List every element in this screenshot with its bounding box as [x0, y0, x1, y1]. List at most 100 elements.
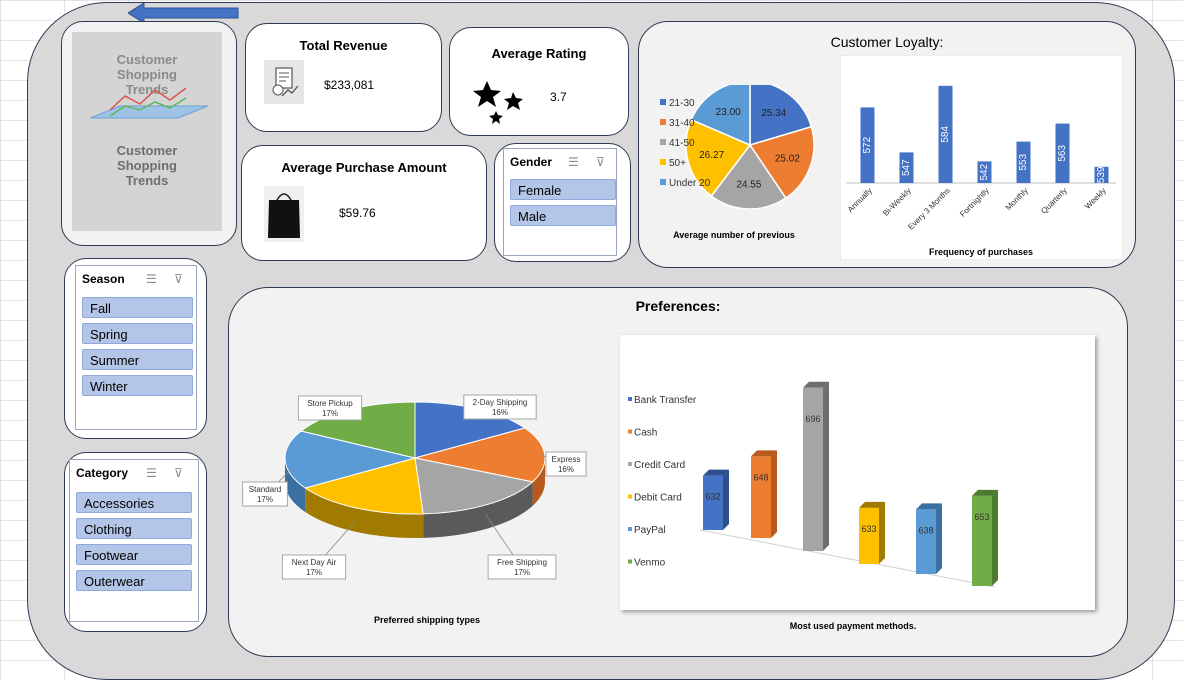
pie-slice-21-30	[749, 85, 813, 147]
multi-select-icon[interactable]: ☰	[146, 272, 157, 286]
bar-data-label: 653	[974, 512, 989, 522]
callout-box	[487, 554, 557, 580]
bar-side-cash	[771, 450, 777, 538]
bar-fortnightly	[977, 161, 992, 183]
revenue-report-icon	[264, 60, 304, 104]
bar-data-label: 542	[979, 163, 990, 180]
bar-top-venmo	[972, 489, 998, 496]
chart-frame	[840, 55, 1123, 260]
callout-box	[545, 451, 587, 477]
gender-slicer[interactable]: Gender ☰ ⊽ Female Male	[503, 148, 617, 256]
slicer-item-accessories[interactable]: Accessories	[76, 492, 192, 513]
logo-panel: Customer Shopping Trends Customer Shopping T…	[61, 21, 237, 246]
multi-select-icon[interactable]: ☰	[568, 155, 579, 169]
payment-methods-bar-chart: Bank Transfer Cash Credit Card Debit Card Pa…	[628, 381, 998, 631]
chart-title: Preferred shipping types	[374, 615, 480, 625]
bar-data-label: 572	[862, 136, 873, 153]
bar-data-label: 632	[705, 492, 720, 502]
season-slicer-title: Season	[82, 272, 125, 286]
slicer-item-spring[interactable]: Spring	[82, 323, 193, 344]
logo-image: Customer Shopping Trends Customer Shopping T…	[72, 32, 222, 231]
shopping-bag-icon	[264, 186, 304, 242]
slicer-item-summer[interactable]: Summer	[82, 349, 193, 370]
slicer-item-outerwear[interactable]: Outerwear	[76, 570, 192, 591]
pie-data-label: 26.27	[699, 150, 724, 161]
bar-annually	[860, 107, 875, 183]
bar-data-label: 648	[753, 472, 768, 482]
floor-line	[699, 529, 996, 588]
pie-slice-standard	[284, 430, 416, 489]
bar-data-label: 553	[1018, 154, 1029, 171]
bar-cash	[751, 456, 771, 538]
pie-data-label: 25.02	[775, 153, 800, 164]
callout-label-standard: 17%	[257, 495, 273, 504]
callout-label-store-pickup: Store Pickup	[307, 399, 353, 408]
bar-side-paypal	[936, 503, 942, 574]
legend-entry-debit-card: Debit Card	[634, 493, 682, 504]
clear-filter-icon[interactable]: ⊽	[596, 155, 605, 169]
callout-box	[297, 395, 363, 421]
slicer-item-male[interactable]: Male	[510, 205, 616, 226]
average-purchase-value: $59.76	[339, 206, 376, 220]
legend-entry-41-50: 41-50	[669, 138, 695, 149]
callout-label-free-shipping: Free Shipping	[497, 558, 547, 567]
legend-swatch	[628, 559, 632, 564]
legend-entry-21-30: 21-30	[669, 98, 695, 109]
average-rating-value: 3.7	[550, 90, 567, 104]
bar-top-cash	[751, 450, 777, 457]
legend-entry-cash: Cash	[634, 428, 657, 439]
logo-title-bottom: Customer Shopping Trends	[116, 143, 178, 188]
category-slicer[interactable]: Category ☰ ⊽ Accessories Clothing Footwe…	[69, 459, 199, 622]
bar-credit-card	[803, 387, 823, 551]
bar-every-3-months	[938, 85, 953, 183]
season-slicer[interactable]: Season ☰ ⊽ Fall Spring Summer Winter	[75, 265, 197, 430]
back-arrow-icon[interactable]	[128, 3, 242, 23]
bar-top-debit-card	[859, 501, 885, 508]
legend-swatch	[660, 179, 666, 185]
bar-data-label: 584	[940, 126, 951, 143]
logo-title-top: Customer Shopping Trends	[116, 52, 178, 97]
bar-side-bank-transfer	[723, 469, 729, 530]
bar-paypal	[916, 509, 936, 574]
legend-swatch	[628, 397, 632, 401]
legend-swatch	[660, 139, 666, 145]
bar-top-paypal	[916, 503, 942, 510]
customer-loyalty-title: Customer Loyalty:	[830, 34, 944, 50]
average-rating-card: Average Rating 3.7	[449, 27, 629, 136]
legend-swatch	[628, 527, 632, 531]
callout-label-next-day-air: Next Day Air	[292, 558, 337, 567]
slicer-item-footwear[interactable]: Footwear	[76, 544, 192, 565]
preferences-title: Preferences:	[635, 298, 721, 314]
pie-side-express	[532, 458, 545, 506]
multi-select-icon[interactable]: ☰	[146, 466, 157, 480]
callout-label-express: Express	[552, 455, 581, 464]
callout-label-2-day-shipping: 16%	[492, 408, 508, 417]
trend-graphic-icon	[90, 88, 208, 119]
slicer-item-clothing[interactable]: Clothing	[76, 518, 192, 539]
callout-label-standard: Standard	[249, 485, 281, 494]
bar-debit-card	[859, 507, 879, 564]
slicer-item-female[interactable]: Female	[510, 179, 616, 200]
average-purchase-title: Average Purchase Amount	[281, 160, 447, 175]
bar-venmo	[972, 495, 992, 586]
total-revenue-value: $233,081	[324, 78, 375, 92]
callout-box	[463, 394, 537, 420]
slicer-item-winter[interactable]: Winter	[82, 375, 193, 396]
legend-entry-credit-card: Credit Card	[634, 460, 685, 471]
bar-weekly	[1094, 166, 1109, 183]
pie-slice-express	[414, 427, 546, 483]
clear-filter-icon[interactable]: ⊽	[174, 466, 183, 480]
legend-swatch	[628, 494, 632, 499]
bar-side-venmo	[992, 489, 998, 586]
clear-filter-icon[interactable]: ⊽	[174, 272, 183, 286]
callout-label-next-day-air: 17%	[306, 568, 322, 577]
gender-slicer-panel: Gender ☰ ⊽ Female Male	[494, 143, 631, 262]
slicer-item-fall[interactable]: Fall	[82, 297, 193, 318]
legend-swatch	[660, 159, 666, 165]
callout-box	[242, 481, 288, 507]
bar-data-label: 539	[1096, 166, 1107, 183]
bar-monthly	[1016, 141, 1031, 183]
pie-slice-free-shipping	[414, 457, 534, 515]
legend-swatch	[660, 119, 666, 125]
